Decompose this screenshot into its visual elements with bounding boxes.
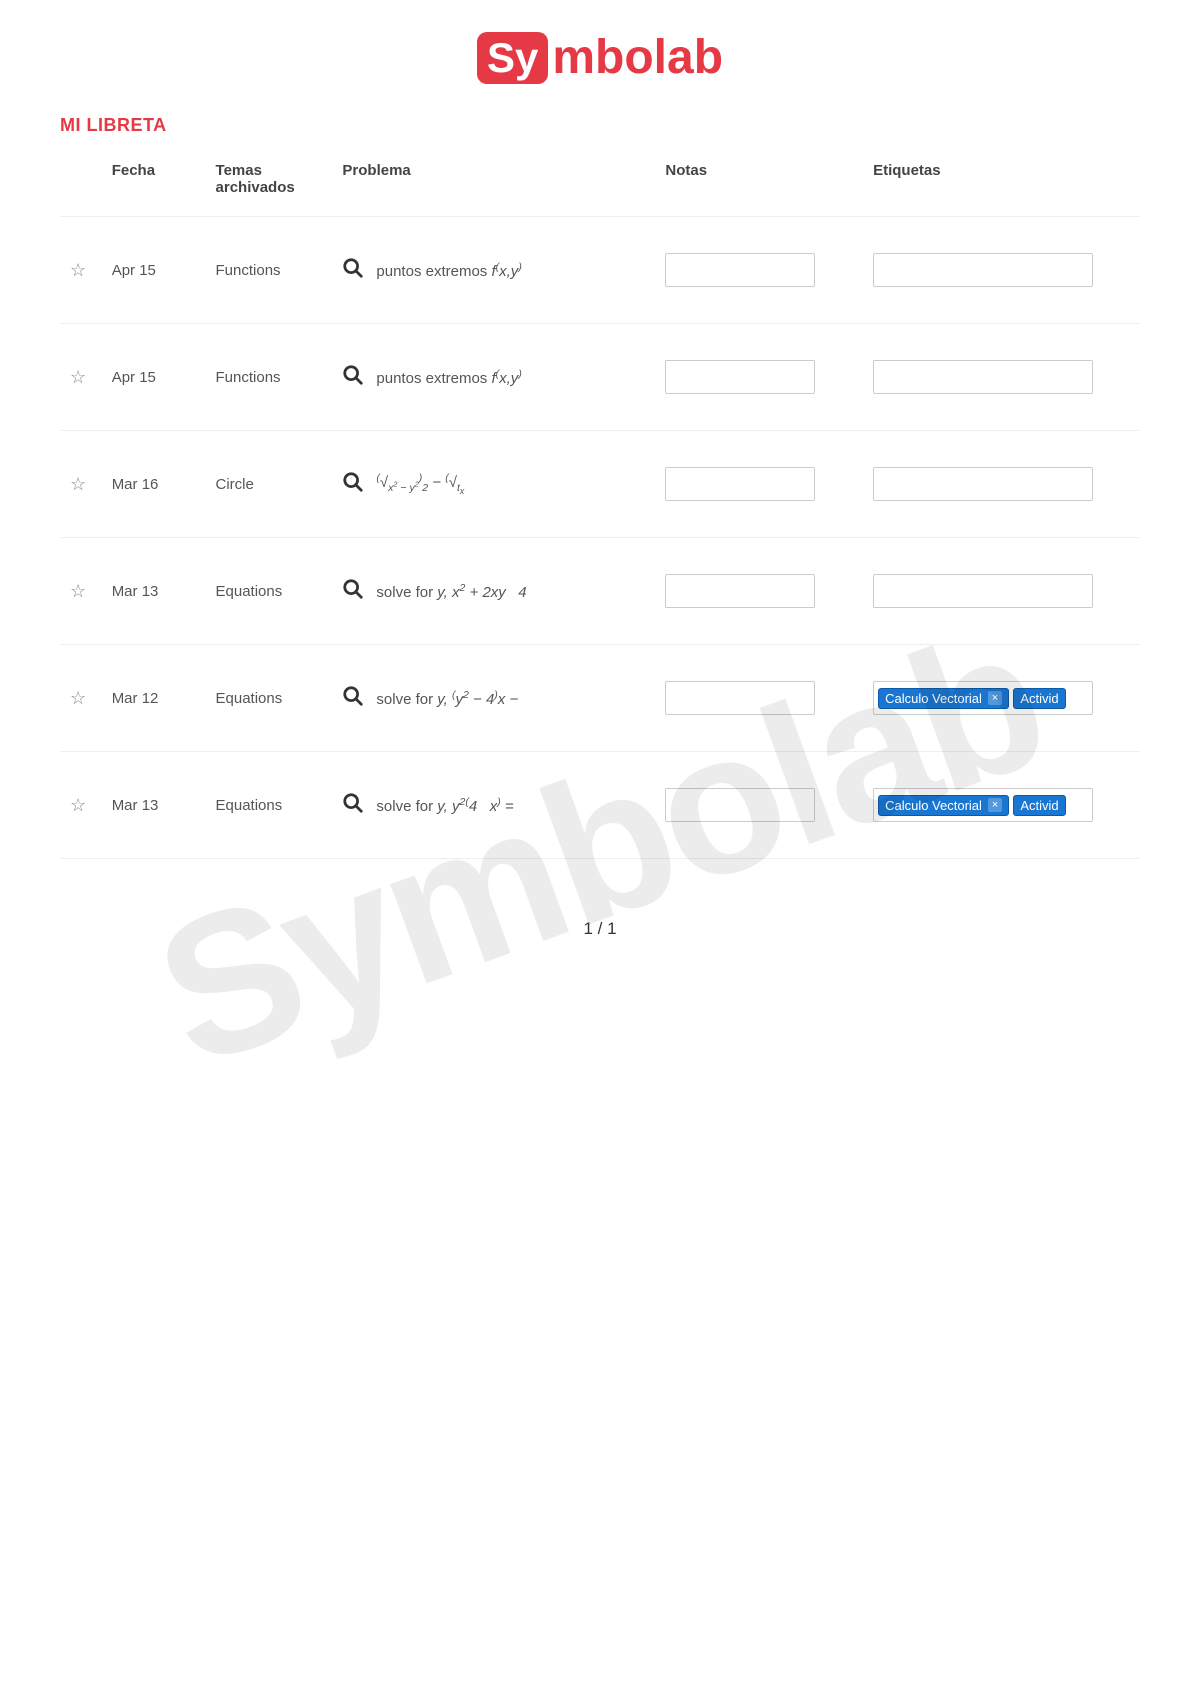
col-header-topic: Temas archivados <box>206 154 333 217</box>
star-icon[interactable]: ☆ <box>70 367 86 387</box>
table-row: ☆ Mar 13Equations solve for y, y2(4 x) = Ca… <box>60 752 1140 859</box>
tag-label: Calculo Vectorial <box>885 691 982 706</box>
notebook-table: Fecha Temas archivados Problema Notas Et… <box>60 154 1140 859</box>
cell-notes <box>655 645 863 752</box>
logo-container: Symbolab <box>0 0 1200 105</box>
search-icon[interactable] <box>342 257 364 283</box>
cell-notes <box>655 538 863 645</box>
tag-label: Calculo Vectorial <box>885 798 982 813</box>
tags-input[interactable]: Calculo Vectorial × Activid <box>873 681 1093 715</box>
cell-problem[interactable]: solve for y, x2 + 2xy 4 <box>332 538 655 645</box>
cell-tags: Calculo Vectorial × Activid <box>863 645 1140 752</box>
cell-tags: Calculo Vectorial × Activid <box>863 752 1140 859</box>
cell-notes <box>655 752 863 859</box>
logo: Symbolab <box>477 30 723 85</box>
cell-notes <box>655 431 863 538</box>
search-icon[interactable] <box>342 471 364 497</box>
col-header-tags: Etiquetas <box>863 154 1140 217</box>
cell-problem[interactable]: (√x2 − y2)2 − (√tx <box>332 431 655 538</box>
cell-topic: Functions <box>206 217 333 324</box>
problem-text: puntos extremos f(x,y) <box>376 261 521 280</box>
tags-input[interactable] <box>873 360 1093 394</box>
cell-problem[interactable]: solve for y, y2(4 x) = <box>332 752 655 859</box>
cell-problem[interactable]: puntos extremos f(x,y) <box>332 324 655 431</box>
cell-topic: Equations <box>206 538 333 645</box>
cell-topic: Equations <box>206 752 333 859</box>
search-icon[interactable] <box>342 364 364 390</box>
tag[interactable]: Activid <box>1013 688 1065 709</box>
problem-text: solve for y, y2(4 x) = <box>376 796 513 815</box>
star-icon[interactable]: ☆ <box>70 581 86 601</box>
tags-input[interactable] <box>873 467 1093 501</box>
table-row: ☆ Mar 16Circle (√x2 − y2)2 − (√tx <box>60 431 1140 538</box>
problem-text: puntos extremos f(x,y) <box>376 368 521 387</box>
cell-tags <box>863 431 1140 538</box>
notes-input[interactable] <box>665 788 815 822</box>
notes-input[interactable] <box>665 681 815 715</box>
cell-problem[interactable]: solve for y, (y2 − 4)x − <box>332 645 655 752</box>
tag[interactable]: Calculo Vectorial × <box>878 688 1009 709</box>
col-header-problem: Problema <box>332 154 655 217</box>
problem-text: solve for y, (y2 − 4)x − <box>376 689 518 708</box>
tag-remove-icon[interactable]: × <box>988 798 1002 812</box>
col-header-star <box>60 154 102 217</box>
star-icon[interactable]: ☆ <box>70 260 86 280</box>
cell-tags <box>863 217 1140 324</box>
tag-remove-icon[interactable]: × <box>988 691 1002 705</box>
cell-date: Apr 15 <box>102 324 206 431</box>
col-header-date: Fecha <box>102 154 206 217</box>
tag[interactable]: Calculo Vectorial × <box>878 795 1009 816</box>
cell-date: Mar 13 <box>102 538 206 645</box>
problem-text: (√x2 − y2)2 − (√tx <box>376 472 464 497</box>
table-header-row: Fecha Temas archivados Problema Notas Et… <box>60 154 1140 217</box>
table-row: ☆ Mar 12Equations solve for y, (y2 − 4)x −… <box>60 645 1140 752</box>
cell-notes <box>655 217 863 324</box>
notes-input[interactable] <box>665 574 815 608</box>
table-row: ☆ Apr 15Functions puntos extremos f(x,y) <box>60 217 1140 324</box>
problem-text: solve for y, x2 + 2xy 4 <box>376 582 526 601</box>
tags-input[interactable] <box>873 253 1093 287</box>
cell-notes <box>655 324 863 431</box>
tags-input[interactable]: Calculo Vectorial × Activid <box>873 788 1093 822</box>
cell-tags <box>863 324 1140 431</box>
tags-input[interactable] <box>873 574 1093 608</box>
tag-label: Activid <box>1020 798 1058 813</box>
table-row: ☆ Apr 15Functions puntos extremos f(x,y) <box>60 324 1140 431</box>
tag-label: Activid <box>1020 691 1058 706</box>
cell-topic: Functions <box>206 324 333 431</box>
logo-box: Sy <box>477 32 548 84</box>
cell-date: Mar 12 <box>102 645 206 752</box>
section-title: MI LIBRETA <box>0 105 1200 154</box>
search-icon[interactable] <box>342 685 364 711</box>
tag[interactable]: Activid <box>1013 795 1065 816</box>
logo-text: mbolab <box>552 30 723 85</box>
cell-topic: Circle <box>206 431 333 538</box>
notes-input[interactable] <box>665 253 815 287</box>
cell-problem[interactable]: puntos extremos f(x,y) <box>332 217 655 324</box>
star-icon[interactable]: ☆ <box>70 474 86 494</box>
search-icon[interactable] <box>342 578 364 604</box>
notes-input[interactable] <box>665 360 815 394</box>
star-icon[interactable]: ☆ <box>70 688 86 708</box>
notes-input[interactable] <box>665 467 815 501</box>
cell-date: Mar 16 <box>102 431 206 538</box>
cell-tags <box>863 538 1140 645</box>
cell-date: Apr 15 <box>102 217 206 324</box>
pager: 1 / 1 <box>0 859 1200 999</box>
star-icon[interactable]: ☆ <box>70 795 86 815</box>
col-header-notes: Notas <box>655 154 863 217</box>
cell-date: Mar 13 <box>102 752 206 859</box>
table-row: ☆ Mar 13Equations solve for y, x2 + 2xy 4 <box>60 538 1140 645</box>
cell-topic: Equations <box>206 645 333 752</box>
search-icon[interactable] <box>342 792 364 818</box>
